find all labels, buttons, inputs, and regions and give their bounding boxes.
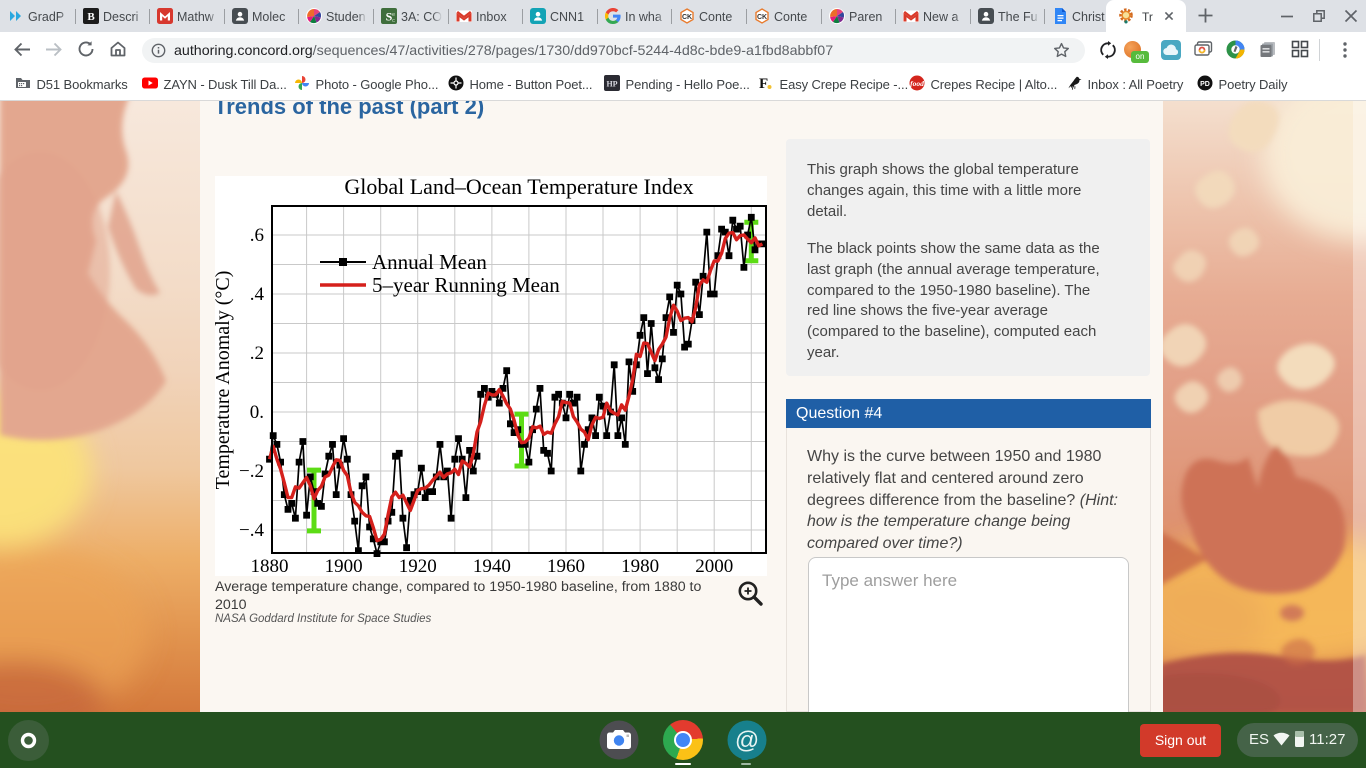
svg-text:.6: .6 bbox=[250, 225, 264, 246]
svg-text:1900: 1900 bbox=[325, 556, 363, 576]
svg-text:0.: 0. bbox=[250, 402, 264, 423]
svg-text:−.4: −.4 bbox=[239, 520, 264, 541]
svg-text:Annual Mean: Annual Mean bbox=[372, 250, 487, 274]
svg-text:1880: 1880 bbox=[251, 556, 289, 576]
svg-text:@: @ bbox=[735, 727, 759, 754]
svg-text:CK: CK bbox=[682, 14, 692, 21]
svg-text:5–year Running Mean: 5–year Running Mean bbox=[372, 273, 560, 297]
svg-text:food: food bbox=[910, 79, 924, 88]
svg-text:1980: 1980 bbox=[621, 556, 659, 576]
svg-text:−.2: −.2 bbox=[239, 461, 264, 482]
svg-text:.4: .4 bbox=[250, 284, 265, 305]
svg-text:B: B bbox=[87, 11, 95, 23]
svg-text:Temperature Anomaly (°C): Temperature Anomaly (°C) bbox=[215, 271, 234, 490]
svg-text:.2: .2 bbox=[250, 343, 264, 364]
svg-text:F: F bbox=[759, 76, 768, 91]
svg-text:Global Land–Ocean Temperature: Global Land–Ocean Temperature Index bbox=[344, 176, 693, 199]
svg-text:e: e bbox=[392, 12, 395, 18]
svg-text:PD: PD bbox=[1200, 81, 1210, 88]
svg-text:1960: 1960 bbox=[547, 556, 585, 576]
svg-text:S: S bbox=[386, 10, 393, 24]
svg-text:c: c bbox=[392, 18, 395, 24]
svg-text:2000: 2000 bbox=[695, 556, 733, 576]
svg-text:CK: CK bbox=[757, 14, 767, 21]
svg-text:1940: 1940 bbox=[473, 556, 511, 576]
svg-text:1920: 1920 bbox=[399, 556, 437, 576]
svg-text:HP: HP bbox=[606, 80, 617, 89]
